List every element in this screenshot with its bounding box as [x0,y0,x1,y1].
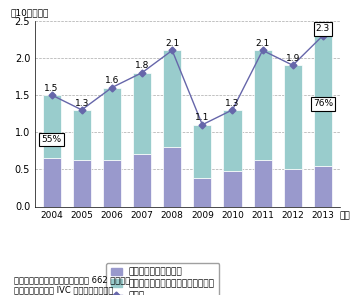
Bar [223,110,242,171]
Text: 資料：イスラエル IVC リサーチセンター: 資料：イスラエル IVC リサーチセンター [14,286,113,295]
Bar [284,169,302,206]
Bar [254,50,272,160]
Text: 55%: 55% [42,135,62,144]
Text: 76%: 76% [313,99,333,108]
Text: 1.3: 1.3 [75,99,89,108]
Text: （年）: （年） [340,211,350,220]
Bar [43,95,61,158]
Text: 1.3: 1.3 [225,99,240,108]
Text: 2.3: 2.3 [316,24,330,33]
Bar [103,88,121,160]
Bar [163,50,181,147]
Text: 1.1: 1.1 [195,114,210,122]
Bar [223,171,242,206]
Bar [43,158,61,206]
Text: 1.5: 1.5 [44,84,59,93]
Text: 2.1: 2.1 [256,39,270,48]
Text: 1.8: 1.8 [135,61,149,71]
Bar [103,160,121,206]
Bar [254,160,272,206]
Bar [284,65,302,169]
Text: （10億ドル）: （10億ドル） [10,8,49,17]
Bar [73,110,91,160]
Bar [73,160,91,206]
Bar [133,155,151,206]
Text: 1.6: 1.6 [105,76,119,85]
Text: 2.1: 2.1 [165,39,179,48]
Bar [163,147,181,206]
Bar [133,73,151,155]
Text: 1.9: 1.9 [286,54,300,63]
Bar [314,165,332,206]
Bar [193,178,211,206]
Bar [314,35,332,165]
Text: 備考：イスラエルのハイテク企業 662 社が対象: 備考：イスラエルのハイテク企業 662 社が対象 [14,276,130,285]
Legend: 海外・その他の投賄家, イスラエルのベンチャーキャピタル, 投賄額: 海外・その他の投賄家, イスラエルのベンチャーキャピタル, 投賄額 [106,263,219,295]
Bar [193,125,211,178]
